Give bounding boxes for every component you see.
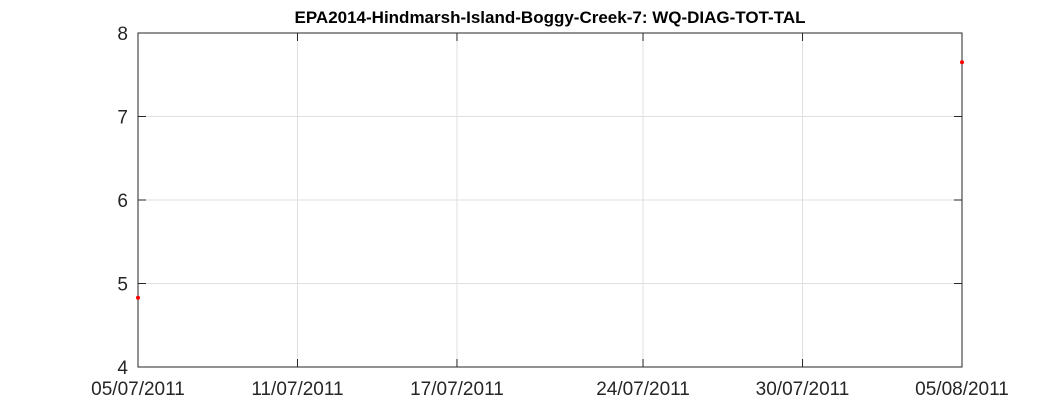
axes-box <box>137 32 963 368</box>
x-tick-label: 30/07/2011 <box>756 379 850 400</box>
y-tick-label: 7 <box>117 108 128 129</box>
x-tick-label: 05/08/2011 <box>915 379 1009 400</box>
y-tick-label: 6 <box>117 191 128 212</box>
y-tick-label: 4 <box>117 358 128 379</box>
data-point <box>960 60 964 65</box>
y-tick-labels: 4 5 6 7 8 <box>117 24 128 379</box>
data-points <box>136 60 964 300</box>
x-tick-label: 24/07/2011 <box>596 379 690 400</box>
data-point <box>136 295 140 300</box>
x-tick-label: 05/07/2011 <box>91 379 185 400</box>
chart-title: EPA2014-Hindmarsh-Island-Boggy-Creek-7: … <box>295 8 806 27</box>
y-tick-label: 8 <box>117 24 128 45</box>
y-tick-label: 5 <box>117 275 128 296</box>
x-tick-label: 17/07/2011 <box>410 379 504 400</box>
x-tick-labels: 05/07/2011 11/07/2011 17/07/2011 24/07/2011… <box>91 379 1009 400</box>
x-tick-label: 11/07/2011 <box>251 379 343 400</box>
